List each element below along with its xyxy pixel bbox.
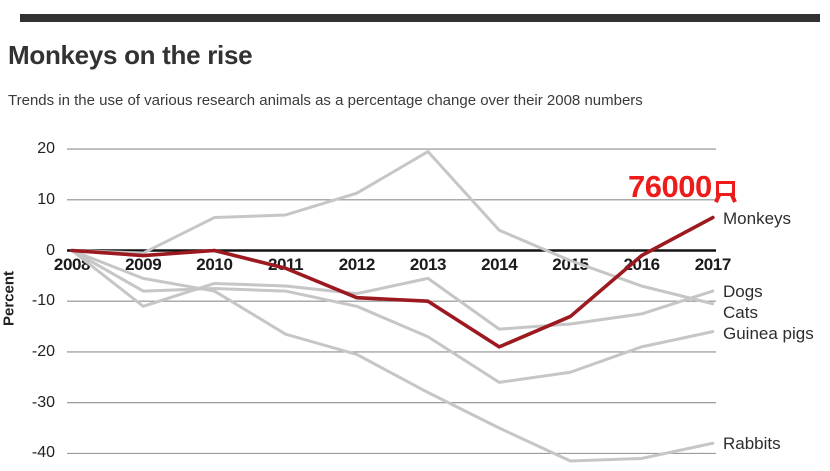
x-tick-label: 2011 [267,255,304,274]
x-tick-label: 2016 [623,255,660,274]
series-line-monkeys [70,215,715,349]
y-tick-label: -30 [31,393,55,411]
y-tick-label: -40 [31,444,55,462]
y-tick-label: 10 [37,190,55,208]
zhi-character-glyph [715,181,735,196]
peak-value-annotation: 76000 [628,169,735,204]
y-tick-label: -10 [31,292,55,310]
series-line-cats [70,150,715,306]
y-tick-label: 0 [46,241,55,259]
series-line-dogs [70,249,715,331]
x-tick-label: 2014 [481,255,518,274]
x-tick-label: 2008 [53,255,91,274]
x-tick-label: 2009 [125,255,162,274]
y-tick-label: -20 [31,342,55,360]
x-tick-label: 2017 [694,255,732,274]
x-tick-label: 2012 [338,255,376,274]
series-end-label-guinea-pigs: Guinea pigs [723,324,814,344]
top-rule [20,14,820,22]
series-end-label-cats: Cats [723,303,758,323]
x-tick-label: 2013 [409,255,447,274]
series-end-label-dogs: Dogs [723,282,763,302]
chart-title: Monkeys on the rise [8,40,253,70]
x-tick-label: 2010 [196,255,233,274]
y-tick-label: 20 [37,140,55,158]
series-line-guinea-pigs [70,249,715,384]
annotation-number: 76000 [628,169,712,204]
series-line-rabbits [70,249,715,463]
series-end-label-monkeys: Monkeys [723,208,792,228]
series-end-label-rabbits: Rabbits [723,434,781,454]
chart-subtitle: Trends in the use of various research an… [8,92,643,109]
x-tick-label: 2015 [552,255,589,274]
